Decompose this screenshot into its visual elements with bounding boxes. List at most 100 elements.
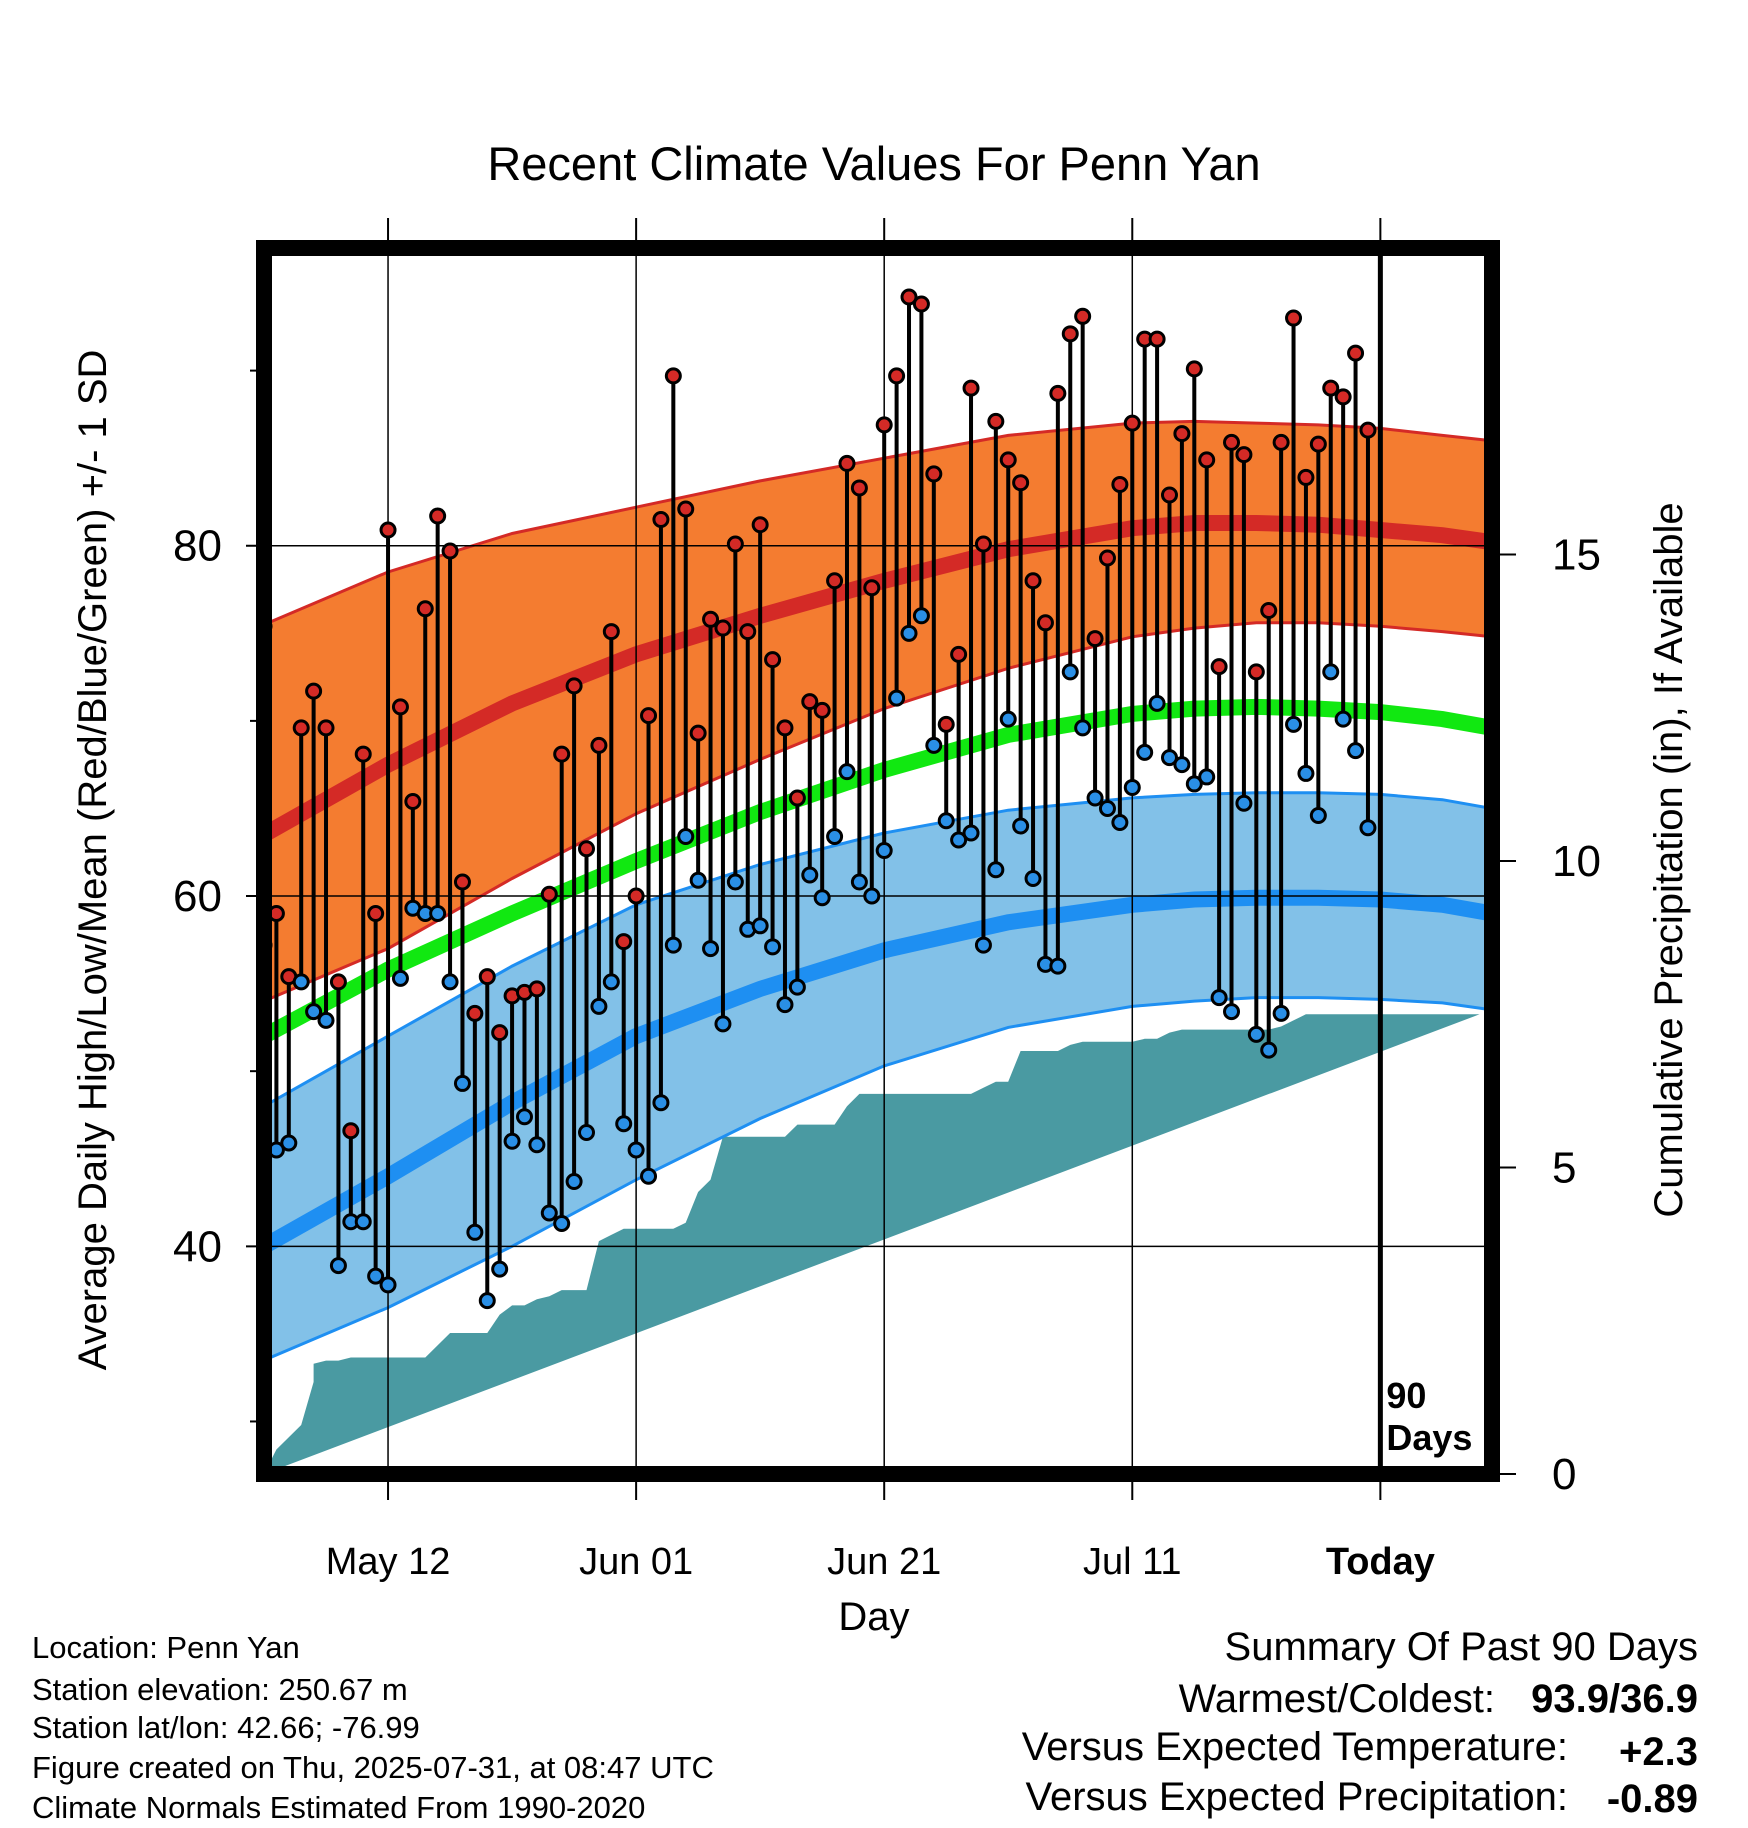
daily-high-point (714, 619, 732, 637)
y-tick-label: 60 (173, 872, 222, 921)
daily-range (1049, 384, 1067, 975)
y2-tick-label: 0 (1552, 1450, 1576, 1499)
daily-low-point (602, 973, 620, 991)
x-tick-label: Jun 21 (827, 1541, 941, 1583)
daily-high-point (751, 516, 769, 534)
daily-range (441, 542, 459, 991)
daily-low-point (1223, 1003, 1241, 1021)
daily-range (664, 367, 682, 954)
daily-high-point (702, 610, 720, 628)
daily-high-point (1235, 446, 1253, 464)
chart-title: Recent Climate Values For Penn Yan (487, 137, 1260, 190)
precip-cumulative-area (264, 1014, 1480, 1474)
daily-low-point (702, 940, 720, 958)
daily-low-point (453, 1074, 471, 1092)
daily-high-point (317, 719, 335, 737)
x-tick-label: Jul 11 (1083, 1541, 1182, 1583)
daily-high-point (950, 645, 968, 663)
daily-range (478, 968, 496, 1310)
daily-high-point (838, 454, 856, 472)
daily-low-point (726, 873, 744, 891)
daily-low-point (1111, 813, 1129, 831)
daily-low-point (329, 1257, 347, 1275)
daily-low-point (912, 607, 930, 625)
daily-low-point (826, 827, 844, 845)
daily-range (404, 792, 422, 917)
daily-range (714, 619, 732, 1033)
daily-high-point (1272, 433, 1290, 451)
daily-low-point (999, 710, 1017, 728)
daily-range (652, 510, 670, 1112)
daily-high-point (1061, 325, 1079, 343)
daily-high-point (888, 367, 906, 385)
daily-high-point (652, 510, 670, 528)
y2-tick-label: 10 (1552, 837, 1601, 886)
daily-high-point (391, 698, 409, 716)
daily-high-point (937, 715, 955, 733)
daily-low-point (925, 736, 943, 754)
daily-range (788, 789, 806, 996)
daily-high-point (962, 379, 980, 397)
station-info: Location: Penn Yan Station elevation: 25… (32, 1630, 714, 1825)
daily-high-point (764, 651, 782, 669)
daily-low-point (1173, 756, 1191, 774)
daily-range (1061, 325, 1079, 681)
daily-high-point (788, 789, 806, 807)
daily-low-point (1272, 1004, 1290, 1022)
daily-low-point (615, 1115, 633, 1133)
daily-high-point (689, 724, 707, 742)
daily-low-point (367, 1267, 385, 1285)
low-sd-lower-edge (264, 996, 1492, 1362)
daily-low-point (379, 1276, 397, 1294)
daily-range (726, 535, 744, 891)
info-normals-period: Climate Normals Estimated From 1990-2020 (32, 1790, 645, 1825)
y-tick-label: 80 (173, 522, 222, 571)
daily-low-point (565, 1173, 583, 1191)
daily-high-point (379, 521, 397, 539)
daily-low-point (950, 831, 968, 849)
daily-range (640, 707, 658, 1185)
daily-low-point (1049, 957, 1067, 975)
daily-low-point (553, 1215, 571, 1233)
daily-high-point (615, 933, 633, 951)
daily-range (317, 719, 335, 1029)
daily-range (1160, 486, 1178, 767)
daily-high-point (1111, 475, 1129, 493)
daily-high-point (826, 572, 844, 590)
low-sd-band (264, 791, 1492, 1362)
precipitation-area (264, 1014, 1480, 1474)
y2-tick-label: 5 (1552, 1144, 1576, 1193)
daily-low-point (1185, 775, 1203, 793)
daily-high-point (578, 840, 596, 858)
daily-high-point (305, 682, 323, 700)
daily-range (1285, 309, 1303, 733)
daily-range (553, 745, 571, 1233)
daily-range (379, 521, 397, 1294)
daily-range (1173, 425, 1191, 774)
daily-low-point (652, 1094, 670, 1112)
daily-low-point (962, 824, 980, 842)
y2-axis-label: Cumulative Precipitation (in), If Availa… (1647, 502, 1691, 1217)
daily-range (1185, 360, 1203, 793)
daily-range (838, 454, 856, 781)
daily-low-point (478, 1292, 496, 1310)
daily-low-point (1061, 663, 1079, 681)
daily-range (850, 479, 868, 891)
daily-low-point (1235, 794, 1253, 812)
daily-low-point (788, 978, 806, 996)
daily-range (354, 745, 372, 1231)
daily-high-point (602, 623, 620, 641)
daily-range (974, 535, 992, 954)
daily-low-point (441, 973, 459, 991)
daily-high-point (1074, 307, 1092, 325)
daily-high-point (491, 1024, 509, 1042)
daily-range (813, 701, 831, 907)
daily-low-point (292, 973, 310, 991)
daily-range (801, 693, 819, 884)
daily-high-point (1347, 344, 1365, 362)
daily-range (1036, 614, 1054, 973)
axes: 40 60 80 0 5 10 15 May 12 Jun 01 Jun 21 Jul 11 Toda… (173, 218, 1601, 1583)
daily-range (602, 623, 620, 991)
daily-low-point (540, 1204, 558, 1222)
